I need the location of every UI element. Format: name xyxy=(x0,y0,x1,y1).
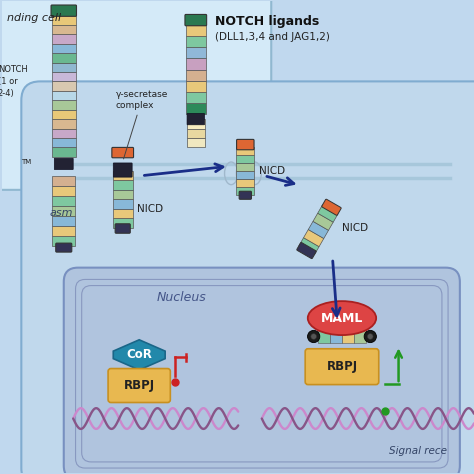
Circle shape xyxy=(367,334,373,339)
FancyBboxPatch shape xyxy=(52,91,75,100)
FancyBboxPatch shape xyxy=(52,53,75,63)
FancyBboxPatch shape xyxy=(0,0,271,190)
FancyBboxPatch shape xyxy=(52,138,75,147)
FancyBboxPatch shape xyxy=(52,82,75,91)
Text: Signal rece: Signal rece xyxy=(389,446,447,456)
Text: Nucleus: Nucleus xyxy=(157,291,207,304)
FancyBboxPatch shape xyxy=(52,100,75,109)
FancyBboxPatch shape xyxy=(52,128,75,138)
FancyBboxPatch shape xyxy=(112,147,134,158)
FancyBboxPatch shape xyxy=(237,147,254,155)
FancyBboxPatch shape xyxy=(342,330,354,343)
Text: RBPJ: RBPJ xyxy=(327,360,357,373)
Text: MAML: MAML xyxy=(321,311,363,325)
FancyBboxPatch shape xyxy=(56,243,72,252)
FancyBboxPatch shape xyxy=(113,190,133,199)
FancyBboxPatch shape xyxy=(313,213,333,230)
FancyBboxPatch shape xyxy=(354,330,365,343)
FancyBboxPatch shape xyxy=(186,58,206,70)
Text: NICD: NICD xyxy=(137,204,163,214)
FancyBboxPatch shape xyxy=(322,199,341,215)
FancyBboxPatch shape xyxy=(305,349,379,384)
Circle shape xyxy=(364,330,376,343)
FancyBboxPatch shape xyxy=(53,186,75,196)
Text: asm: asm xyxy=(50,209,73,219)
Text: RBPJ: RBPJ xyxy=(124,379,155,392)
FancyBboxPatch shape xyxy=(237,155,254,163)
FancyBboxPatch shape xyxy=(52,63,75,72)
FancyBboxPatch shape xyxy=(187,113,204,125)
FancyBboxPatch shape xyxy=(318,205,338,222)
FancyBboxPatch shape xyxy=(297,243,316,259)
FancyBboxPatch shape xyxy=(51,5,76,16)
Text: CoR: CoR xyxy=(126,348,152,361)
FancyBboxPatch shape xyxy=(237,163,254,171)
FancyBboxPatch shape xyxy=(113,218,133,228)
FancyBboxPatch shape xyxy=(52,44,75,53)
Text: NOTCH ligands: NOTCH ligands xyxy=(215,15,319,28)
FancyBboxPatch shape xyxy=(299,237,319,255)
Text: NOTCH
(1 or
2-4): NOTCH (1 or 2-4) xyxy=(0,65,27,98)
FancyBboxPatch shape xyxy=(186,36,206,47)
FancyBboxPatch shape xyxy=(115,224,130,233)
FancyBboxPatch shape xyxy=(237,187,254,194)
FancyBboxPatch shape xyxy=(52,15,75,25)
FancyBboxPatch shape xyxy=(185,14,207,26)
FancyBboxPatch shape xyxy=(113,209,133,218)
FancyBboxPatch shape xyxy=(308,221,328,238)
Text: NICD: NICD xyxy=(258,166,284,176)
FancyBboxPatch shape xyxy=(237,179,254,187)
FancyBboxPatch shape xyxy=(237,171,254,179)
FancyBboxPatch shape xyxy=(113,163,132,177)
FancyBboxPatch shape xyxy=(303,229,324,246)
FancyBboxPatch shape xyxy=(108,369,170,402)
Text: TM: TM xyxy=(21,159,32,165)
FancyBboxPatch shape xyxy=(53,206,75,216)
FancyBboxPatch shape xyxy=(237,139,254,150)
FancyBboxPatch shape xyxy=(64,268,460,474)
Polygon shape xyxy=(113,340,165,370)
FancyBboxPatch shape xyxy=(186,81,206,92)
FancyBboxPatch shape xyxy=(52,34,75,44)
FancyBboxPatch shape xyxy=(186,47,206,58)
FancyBboxPatch shape xyxy=(113,181,133,190)
Text: NICD: NICD xyxy=(342,223,368,233)
FancyBboxPatch shape xyxy=(113,199,133,209)
FancyBboxPatch shape xyxy=(319,330,330,343)
FancyBboxPatch shape xyxy=(186,25,206,36)
FancyBboxPatch shape xyxy=(113,171,133,181)
FancyBboxPatch shape xyxy=(330,330,342,343)
Text: nding cell: nding cell xyxy=(7,13,61,23)
FancyBboxPatch shape xyxy=(53,196,75,206)
FancyBboxPatch shape xyxy=(21,82,474,474)
FancyBboxPatch shape xyxy=(53,216,75,226)
FancyBboxPatch shape xyxy=(186,70,206,81)
Circle shape xyxy=(308,330,320,343)
FancyBboxPatch shape xyxy=(53,237,75,246)
FancyBboxPatch shape xyxy=(186,92,206,103)
FancyBboxPatch shape xyxy=(52,119,75,128)
FancyBboxPatch shape xyxy=(187,119,205,128)
FancyBboxPatch shape xyxy=(52,109,75,119)
FancyBboxPatch shape xyxy=(53,176,75,186)
FancyBboxPatch shape xyxy=(52,25,75,34)
FancyBboxPatch shape xyxy=(52,147,75,157)
Ellipse shape xyxy=(308,301,376,335)
FancyBboxPatch shape xyxy=(186,103,206,114)
FancyBboxPatch shape xyxy=(187,128,205,138)
Circle shape xyxy=(311,334,317,339)
FancyBboxPatch shape xyxy=(239,191,251,199)
FancyBboxPatch shape xyxy=(52,72,75,82)
Text: γ-secretase
complex: γ-secretase complex xyxy=(116,90,168,159)
FancyBboxPatch shape xyxy=(53,226,75,237)
FancyBboxPatch shape xyxy=(187,138,205,147)
Text: (DLL1,3,4 and JAG1,2): (DLL1,3,4 and JAG1,2) xyxy=(215,32,329,42)
FancyBboxPatch shape xyxy=(55,158,73,170)
